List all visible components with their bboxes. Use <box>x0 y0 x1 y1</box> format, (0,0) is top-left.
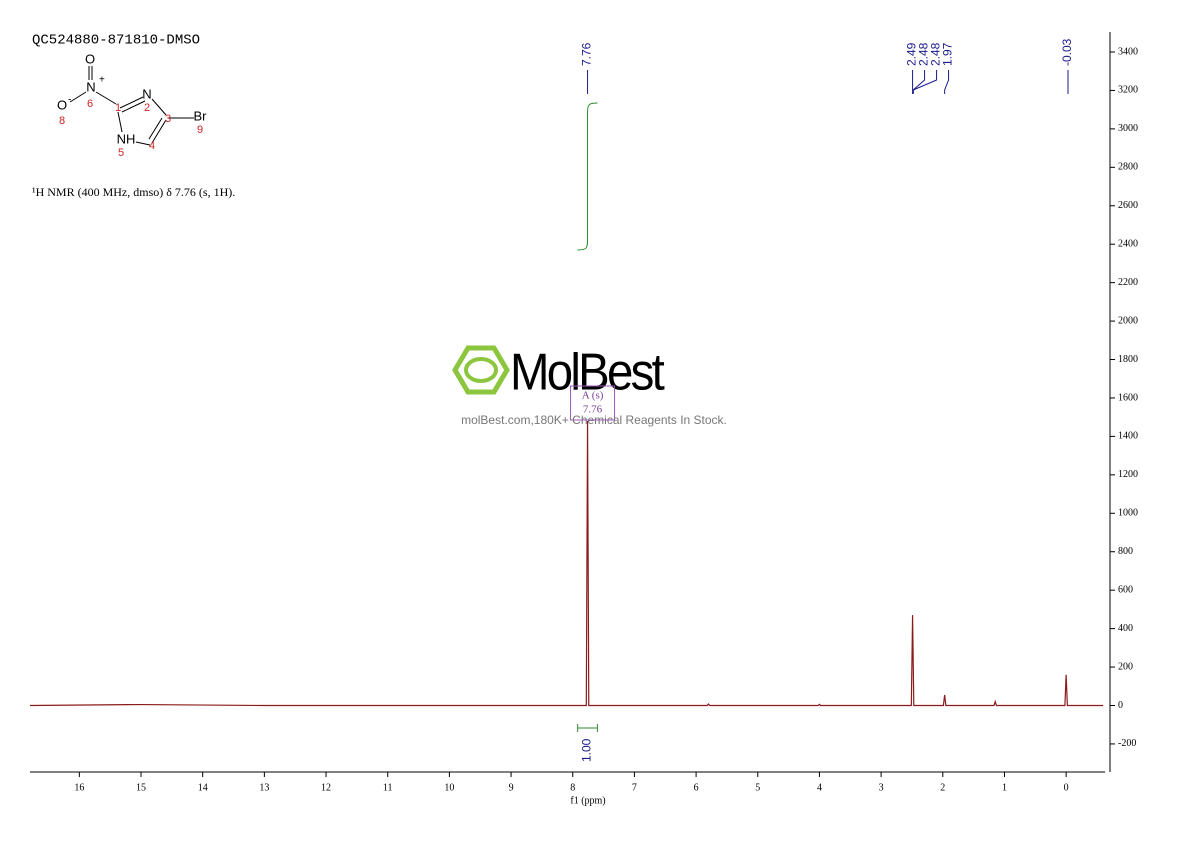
x-tick-label: 10 <box>444 782 454 793</box>
y-tick-label: 2000 <box>1118 315 1138 326</box>
x-axis-label: f1 (ppm) <box>570 795 605 806</box>
peak-connector <box>944 70 950 94</box>
multiplet-box <box>570 385 616 421</box>
atom-number: 8 <box>59 115 65 127</box>
y-tick-label: 2600 <box>1118 200 1138 211</box>
peak-connector <box>912 70 938 94</box>
y-tick-label: 3200 <box>1118 85 1138 96</box>
charge: - <box>68 95 71 106</box>
y-tick-label: 2800 <box>1118 162 1138 173</box>
y-tick-label: 1400 <box>1118 431 1138 442</box>
watermark: MolBest <box>510 344 665 402</box>
atom-number: 3 <box>165 113 171 125</box>
y-tick-label: 2400 <box>1118 238 1138 249</box>
chart-title: QC524880-871810-DMSO <box>32 33 200 49</box>
x-tick-label: 3 <box>879 782 884 793</box>
x-tick-label: 1 <box>1002 782 1007 793</box>
y-tick-label: 3400 <box>1118 46 1138 57</box>
y-tick-label: -200 <box>1118 738 1136 749</box>
x-tick-label: 9 <box>509 782 514 793</box>
peak-connector <box>912 70 926 94</box>
y-tick-label: 2200 <box>1118 277 1138 288</box>
y-tick-label: 200 <box>1118 661 1133 672</box>
charge: + <box>99 75 105 86</box>
y-tick-label: 400 <box>1118 623 1133 634</box>
atom: Br <box>194 108 208 123</box>
y-tick-label: 1600 <box>1118 392 1138 403</box>
atom-number: 1 <box>115 102 121 114</box>
integral-label: 1.00 <box>580 738 594 762</box>
x-tick-label: 6 <box>694 782 699 793</box>
peak-label: 7.76 <box>580 42 594 66</box>
structure-bonds <box>69 66 194 146</box>
y-tick-label: 600 <box>1118 584 1133 595</box>
atom-number: 2 <box>144 102 150 114</box>
x-tick-label: 5 <box>755 782 760 793</box>
x-tick-label: 12 <box>321 782 331 793</box>
atom: N <box>142 86 151 101</box>
atom-number: 5 <box>118 147 124 159</box>
atom: O <box>57 97 67 112</box>
x-tick-label: 11 <box>383 782 393 793</box>
y-tick-label: 1000 <box>1118 508 1138 519</box>
integral-curve <box>577 102 598 251</box>
peak-label: 2.48 <box>917 42 931 66</box>
y-tick-label: 0 <box>1118 700 1123 711</box>
atom: NH <box>117 131 136 146</box>
peak-label: 2.48 <box>929 42 943 66</box>
peak-label: -0.03 <box>1060 38 1074 66</box>
y-tick-label: 1800 <box>1118 354 1138 365</box>
atom: N <box>86 79 95 94</box>
atom-number: 6 <box>87 98 93 110</box>
atom-number: 9 <box>197 124 203 136</box>
y-tick-label: 3000 <box>1118 123 1138 134</box>
x-tick-label: 0 <box>1064 782 1069 793</box>
x-tick-label: 4 <box>817 782 822 793</box>
x-tick-label: 14 <box>198 782 208 793</box>
integral-bracket <box>577 724 598 732</box>
atom-number: 4 <box>149 140 155 152</box>
watermark-logo <box>452 345 510 395</box>
x-tick-label: 7 <box>632 782 637 793</box>
peak-label: 1.97 <box>941 42 955 66</box>
x-tick-label: 13 <box>259 782 269 793</box>
multiplet-label: A (s) <box>582 390 604 402</box>
atom: O <box>85 51 95 66</box>
x-tick-label: 16 <box>74 782 84 793</box>
spectrum <box>29 421 1104 707</box>
chart-subtitle: ¹H NMR (400 MHz, dmso) δ 7.76 (s, 1H). <box>32 185 235 199</box>
x-tick-label: 2 <box>940 782 945 793</box>
y-tick-label: 800 <box>1118 546 1133 557</box>
multiplet-shift: 7.76 <box>583 404 603 416</box>
x-tick-label: 8 <box>570 782 575 793</box>
peak-label: 2.49 <box>905 42 919 66</box>
y-tick-label: 1200 <box>1118 469 1138 480</box>
x-tick-label: 15 <box>136 782 146 793</box>
